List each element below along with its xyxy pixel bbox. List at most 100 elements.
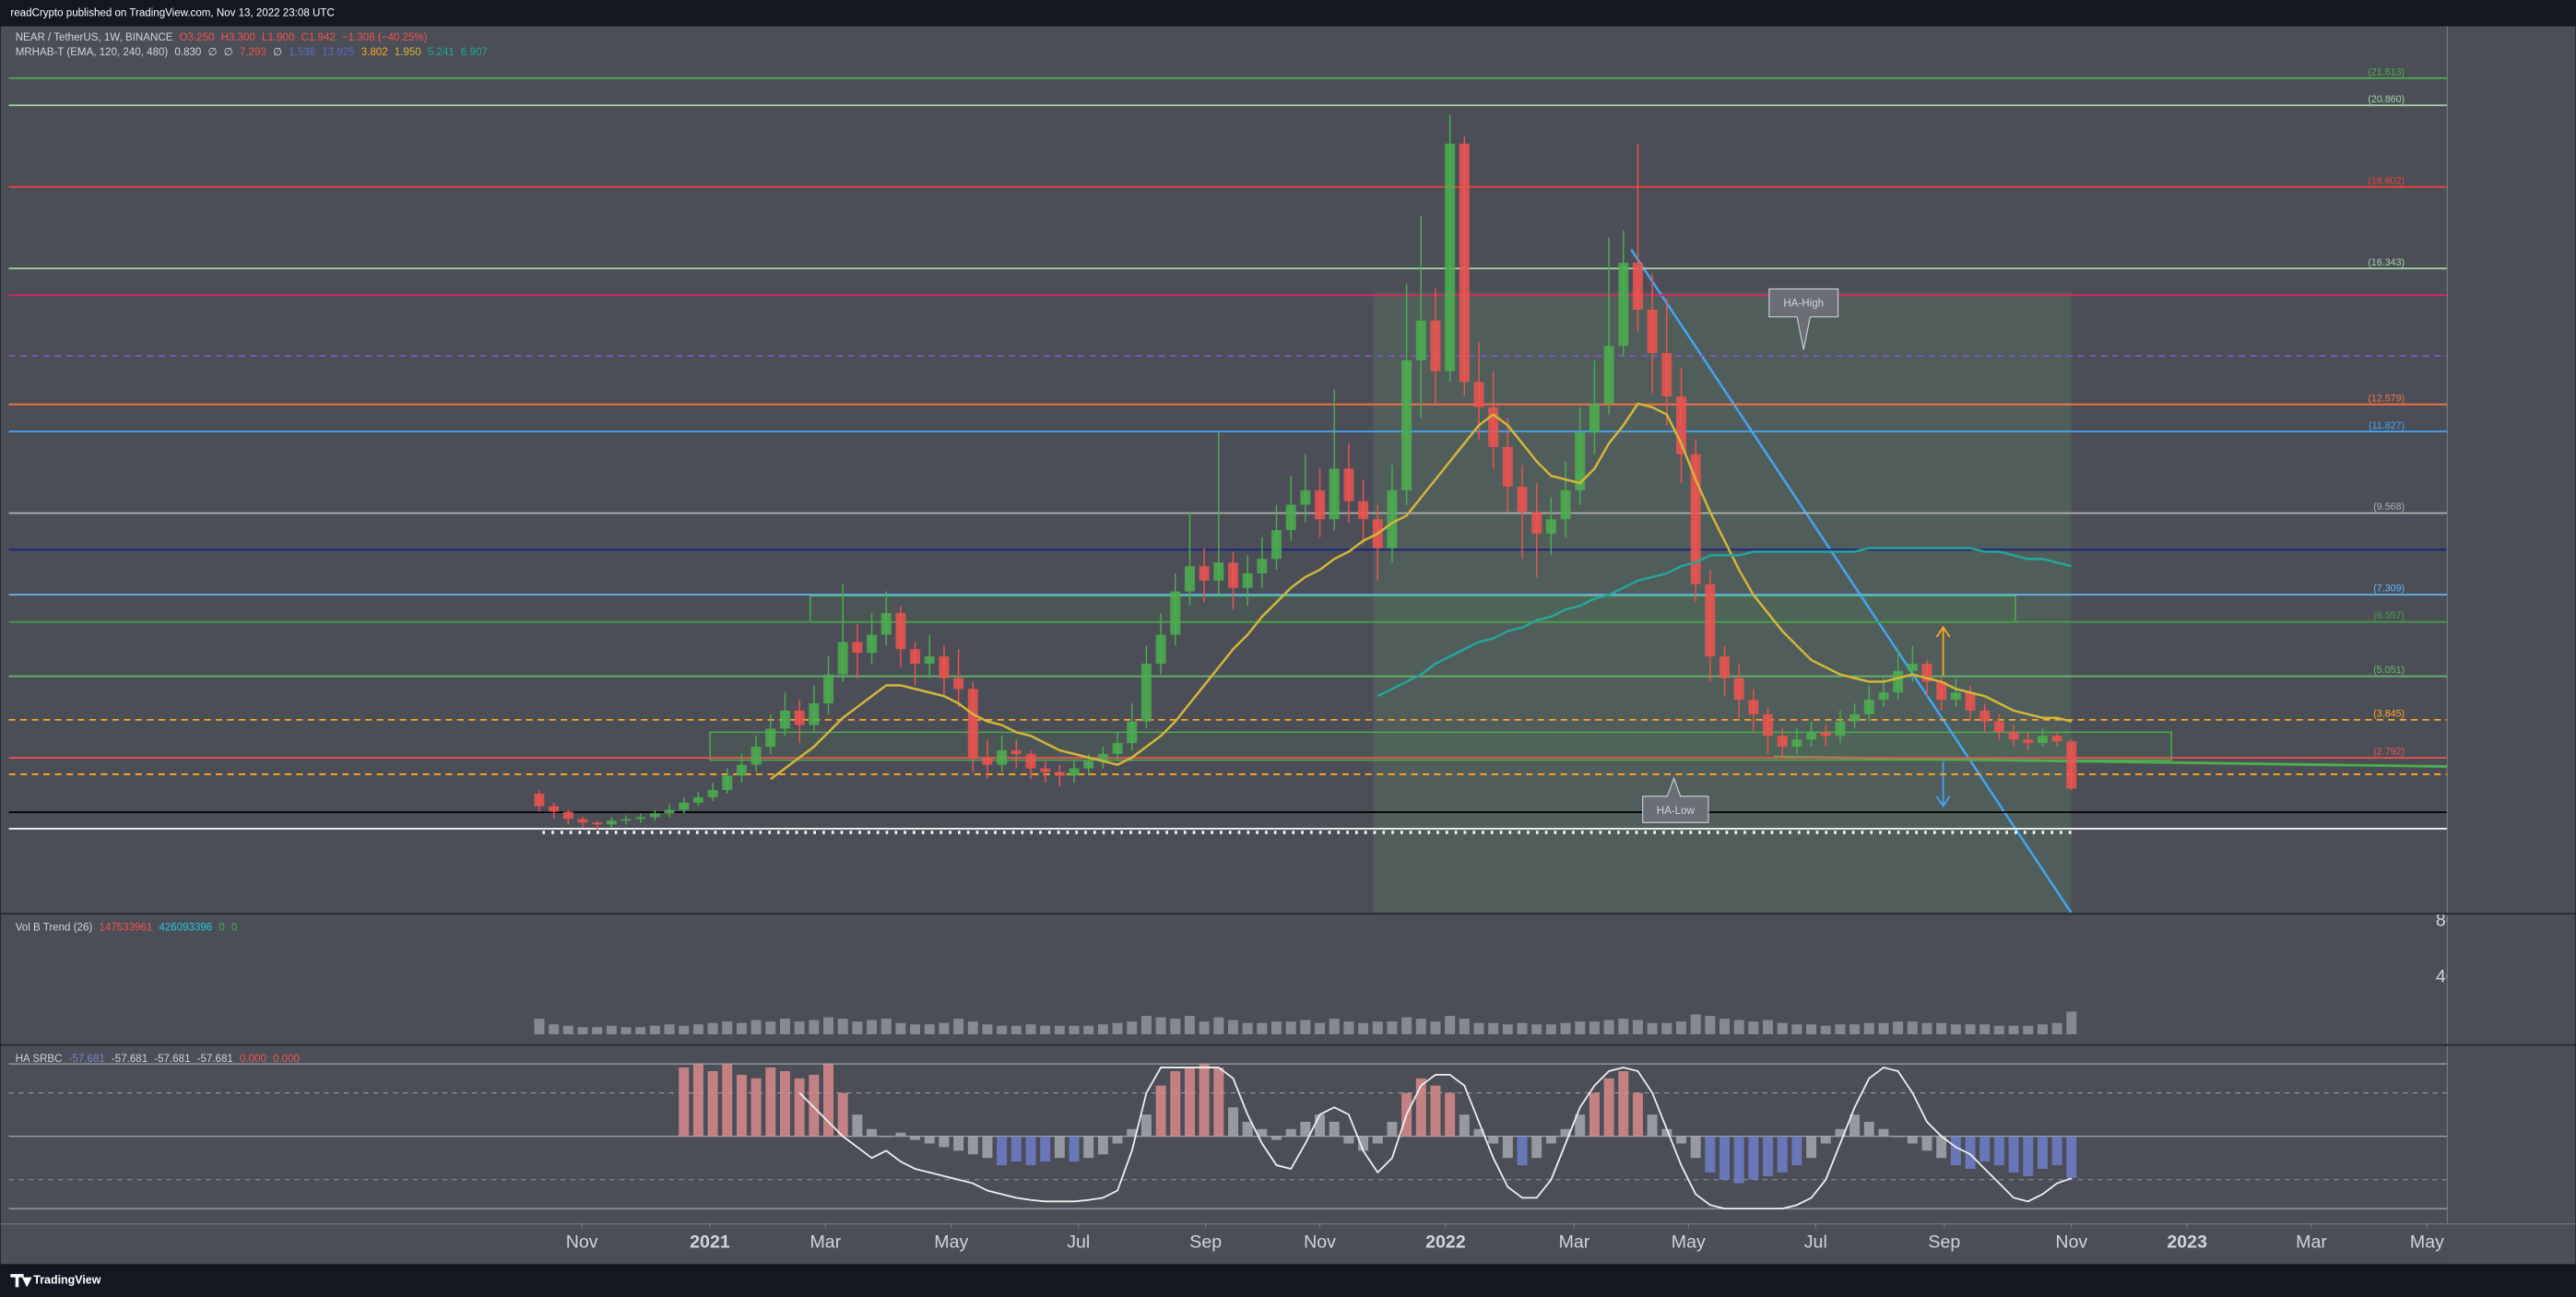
volume-bar [1257,1022,1268,1034]
shaded-zone [1373,292,2072,914]
histogram-bar [1372,1136,1383,1144]
volume-bar [1733,1020,1744,1034]
candle-body [1430,320,1441,371]
legend-item: L1.900 [262,32,294,43]
histogram-bar [1083,1136,1094,1159]
histogram-bar [997,1136,1008,1166]
candle-body [1387,489,1398,548]
volume-bar [1445,1016,1456,1034]
legend-item: O3.250 [180,32,215,43]
volume-bar [1199,1021,1210,1034]
candle-body [1690,454,1701,584]
legend-item: HA SRBC [16,1054,63,1065]
candle-body [1531,512,1542,534]
histogram-bar [736,1074,747,1137]
candle-body [1184,566,1195,592]
volume-bar [1893,1021,1904,1034]
candle-body [867,634,878,654]
legend-item: 1.536 [289,47,315,58]
candle-body [1791,739,1802,748]
histogram-bar [1199,1064,1210,1137]
volume-bar [1213,1017,1224,1034]
candle-body [1025,753,1036,769]
volume-bar [1849,1024,1861,1034]
volume-bar [1517,1022,1528,1034]
histogram-bar [1242,1121,1253,1137]
histogram-bar [1445,1092,1456,1137]
trend-line [1774,755,2576,770]
volume-bar [924,1024,935,1034]
histogram-bar [809,1074,820,1137]
indicator-line [1377,547,2073,698]
candle-body [1907,663,1918,671]
candle-body [1213,562,1224,581]
legend-item: 426093396 [159,922,212,933]
x-tick-label: Sep [1928,1232,1960,1252]
candle-body [1459,143,1470,383]
legend-item: NEAR / TetherUS, 1W, BINANCE [16,32,173,43]
legend-row: MRHAB-T (EMA, 120, 240, 480) 0.830 ∅ ∅ 7.293… [16,47,488,58]
legend-item: 3.802 [361,47,388,58]
candle-body [1069,768,1080,776]
volume-bar [1271,1021,1282,1034]
histogram-bar [1155,1085,1166,1137]
level-label: (7.309) [2373,584,2405,595]
volume-bar [1950,1024,1961,1034]
volume-bar [1777,1022,1788,1034]
volume-bar [809,1020,820,1034]
volume-bar [722,1021,733,1034]
histogram-bar [1069,1136,1080,1162]
volume-bar [1040,1025,1051,1034]
x-tick-label: Mar [1559,1232,1590,1252]
volume-bar [967,1021,978,1034]
volume-bar [1705,1016,1716,1034]
legend-item: −1.308 (−40.25%) [342,32,428,43]
volume-bar [982,1024,993,1034]
level-label: (20.860) [2368,94,2405,105]
volume-bar [794,1021,805,1034]
candle-body [577,819,588,823]
histogram-bar [2023,1136,2034,1176]
histogram-bar [1473,1128,1484,1137]
candle-body [1155,634,1166,664]
volume-bar [1603,1020,1614,1034]
candle-body [1054,772,1065,776]
candle-body [722,775,733,791]
volume-bar [997,1025,1008,1034]
histogram-bar [1575,1114,1586,1137]
histogram-bar [1140,1114,1152,1137]
range-box [709,731,2172,761]
candle-body [779,710,790,729]
histogram-bar [1227,1107,1238,1137]
histogram-bar [1993,1136,2004,1166]
candle-body [1661,353,1672,397]
histogram-bar [1415,1078,1426,1137]
candle-body [649,813,660,818]
trend-line [1630,249,2073,914]
histogram-bar [707,1070,718,1137]
footer-logo [10,1274,32,1288]
volume-bar [1358,1022,1369,1034]
histogram-bar [895,1132,906,1137]
arrow-up [1935,625,1951,677]
x-tick-label: 2021 [690,1232,730,1252]
candle-body [1170,591,1181,635]
histogram-bar [722,1064,733,1137]
histogram-bar [939,1136,950,1148]
footer-bar [0,1264,2576,1297]
candle-body [1140,663,1152,722]
histogram-bar [823,1064,833,1137]
oscillator-line [798,1067,2073,1210]
volume-bar [1170,1019,1181,1034]
histogram-bar [1618,1070,1629,1137]
legend-item: ∅ [273,47,282,58]
candle-body [707,790,718,797]
candle-body [1343,468,1354,501]
histogram-bar [1271,1136,1282,1140]
histogram-bar [750,1078,762,1137]
candle-body [1473,382,1484,407]
candle-body [664,809,675,814]
candle-body [895,613,906,650]
legend-item: Vol B Trend (26) [16,922,93,933]
